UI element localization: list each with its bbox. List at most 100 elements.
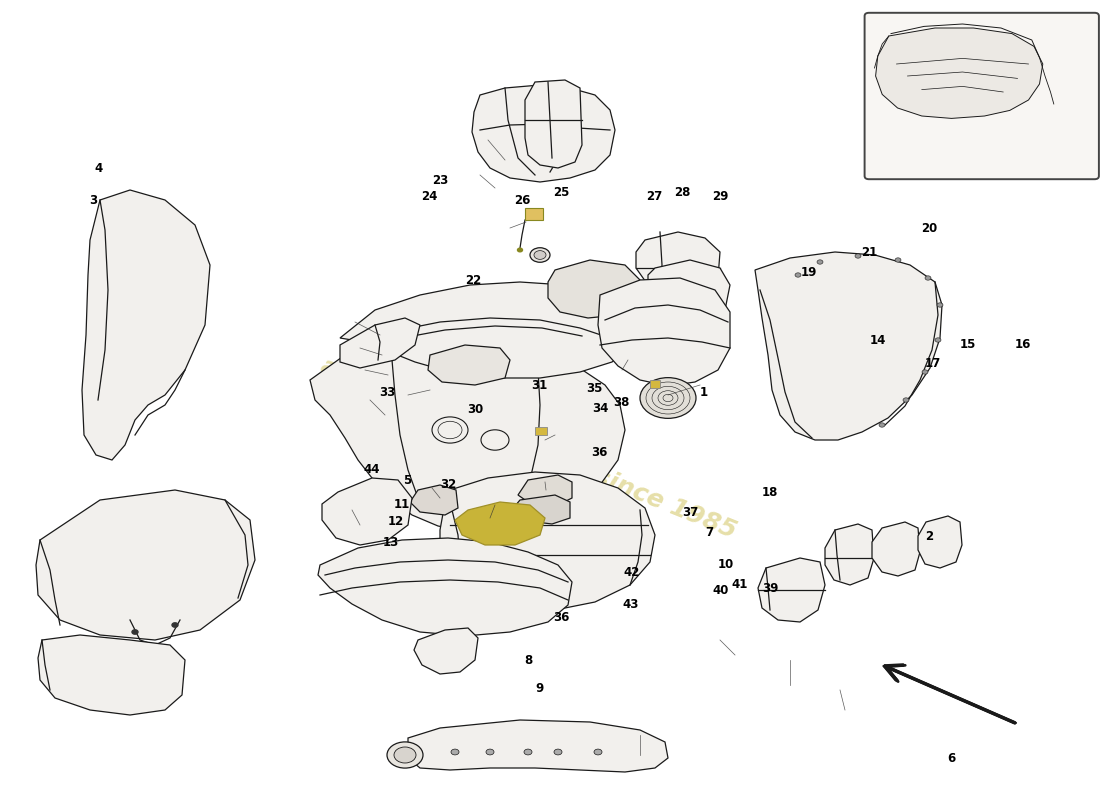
Polygon shape — [414, 628, 478, 674]
Circle shape — [922, 370, 928, 374]
Polygon shape — [310, 338, 625, 532]
Text: 36: 36 — [553, 611, 569, 624]
Text: 38: 38 — [614, 396, 629, 409]
Text: 2: 2 — [925, 530, 934, 542]
Circle shape — [925, 276, 931, 280]
Polygon shape — [408, 720, 668, 772]
Circle shape — [903, 398, 909, 402]
Text: 16: 16 — [1015, 338, 1031, 350]
Circle shape — [895, 258, 901, 262]
Text: 30: 30 — [468, 403, 483, 416]
Polygon shape — [340, 282, 635, 378]
Bar — [446, 368, 475, 380]
Text: 15: 15 — [960, 338, 976, 350]
Circle shape — [530, 248, 550, 262]
Bar — [535, 427, 547, 435]
Polygon shape — [36, 490, 255, 640]
Text: 19: 19 — [801, 266, 816, 278]
Circle shape — [473, 364, 483, 372]
Text: 26: 26 — [515, 194, 530, 206]
Text: 3: 3 — [89, 194, 98, 206]
Text: 22: 22 — [465, 274, 481, 286]
Polygon shape — [755, 252, 942, 440]
Circle shape — [394, 747, 416, 763]
Text: 11: 11 — [394, 498, 409, 510]
Polygon shape — [876, 28, 1043, 118]
Circle shape — [486, 749, 494, 755]
Text: 25: 25 — [553, 186, 569, 198]
Text: 44: 44 — [363, 463, 381, 476]
Text: 8: 8 — [524, 654, 532, 666]
Text: 4: 4 — [95, 162, 103, 174]
Circle shape — [517, 248, 522, 252]
Text: 10: 10 — [718, 558, 734, 570]
FancyBboxPatch shape — [865, 13, 1099, 179]
Text: 12: 12 — [388, 515, 404, 528]
Circle shape — [524, 749, 532, 755]
Polygon shape — [472, 85, 615, 182]
Text: 36: 36 — [592, 446, 607, 458]
Text: 17: 17 — [925, 358, 940, 370]
Polygon shape — [758, 558, 825, 622]
Polygon shape — [410, 485, 458, 515]
Circle shape — [640, 378, 696, 418]
Circle shape — [795, 273, 801, 277]
Text: 27: 27 — [647, 190, 662, 202]
Text: 39: 39 — [762, 582, 778, 594]
Text: 41: 41 — [732, 578, 747, 590]
Text: 24: 24 — [421, 190, 437, 202]
Bar — [650, 380, 660, 388]
Text: 33: 33 — [379, 386, 395, 398]
Circle shape — [387, 742, 424, 768]
Polygon shape — [82, 190, 210, 460]
Polygon shape — [318, 538, 572, 636]
Text: 32: 32 — [441, 478, 456, 490]
Circle shape — [937, 303, 943, 307]
Text: 29: 29 — [713, 190, 728, 202]
Circle shape — [554, 749, 562, 755]
Text: 42: 42 — [624, 566, 639, 578]
Circle shape — [172, 623, 178, 627]
Text: 18: 18 — [762, 486, 778, 498]
Circle shape — [594, 749, 602, 755]
Polygon shape — [636, 232, 720, 295]
Circle shape — [455, 364, 465, 372]
Circle shape — [855, 254, 861, 258]
Polygon shape — [825, 524, 874, 585]
Circle shape — [817, 260, 823, 264]
Polygon shape — [455, 502, 544, 545]
Text: a passion for Ferrari since 1985: a passion for Ferrari since 1985 — [317, 354, 739, 542]
Polygon shape — [648, 260, 730, 322]
Text: 20: 20 — [922, 222, 937, 234]
Polygon shape — [428, 345, 510, 385]
Circle shape — [879, 423, 886, 427]
Polygon shape — [598, 278, 730, 386]
Text: 21: 21 — [861, 246, 877, 258]
Text: 43: 43 — [623, 598, 638, 610]
Polygon shape — [525, 80, 582, 168]
Circle shape — [132, 630, 138, 634]
Polygon shape — [548, 260, 640, 318]
Circle shape — [534, 250, 546, 259]
Text: 9: 9 — [535, 682, 543, 694]
Text: 14: 14 — [870, 334, 886, 346]
Text: 37: 37 — [683, 506, 698, 518]
Polygon shape — [340, 318, 420, 368]
Polygon shape — [322, 478, 412, 545]
Text: 6: 6 — [947, 752, 956, 765]
Circle shape — [451, 749, 459, 755]
Polygon shape — [510, 495, 570, 524]
Text: 28: 28 — [674, 186, 690, 198]
Circle shape — [935, 338, 940, 342]
Text: 40: 40 — [713, 584, 728, 597]
Polygon shape — [518, 475, 572, 505]
Text: 1: 1 — [700, 386, 708, 398]
Polygon shape — [39, 635, 185, 715]
Polygon shape — [872, 522, 920, 576]
Text: 35: 35 — [586, 382, 602, 394]
Text: 13: 13 — [383, 536, 398, 549]
Polygon shape — [918, 516, 962, 568]
Text: 5: 5 — [403, 474, 411, 486]
Polygon shape — [440, 472, 654, 610]
Bar — [525, 208, 543, 220]
